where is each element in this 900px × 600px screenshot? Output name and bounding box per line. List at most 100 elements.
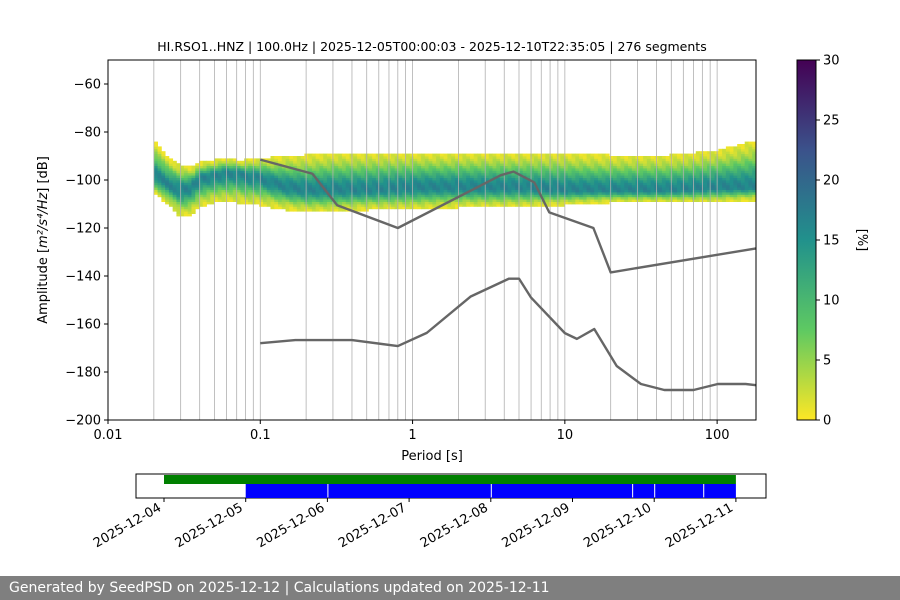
psd-heatmap-cell (552, 160, 557, 164)
psd-heatmap-cell (214, 165, 219, 169)
psd-heatmap-cell (511, 160, 516, 164)
psd-heatmap-cell (518, 194, 524, 198)
psd-heatmap-cell (469, 180, 475, 183)
psd-heatmap-cell (564, 182, 569, 186)
psd-heatmap-cell (507, 165, 512, 169)
psd-heatmap-cell (274, 158, 279, 162)
psd-heatmap-cell (191, 165, 196, 169)
psd-heatmap-cell (409, 201, 414, 205)
psd-heatmap-cell (357, 172, 362, 176)
psd-heatmap-cell (311, 168, 317, 171)
psd-heatmap-cell (180, 206, 185, 210)
psd-heatmap-cell (259, 163, 264, 166)
psd-heatmap-cell (567, 163, 572, 166)
y-tick-label: −100 (65, 174, 101, 189)
psd-heatmap-cell (199, 172, 204, 176)
psd-heatmap-cell (293, 172, 298, 176)
psd-heatmap-cell (402, 192, 407, 195)
psd-heatmap-cell (214, 196, 219, 200)
psd-heatmap-cell (357, 153, 362, 157)
psd-heatmap-cell (210, 180, 215, 183)
x-tick-label: 0.1 (250, 428, 271, 443)
psd-heatmap-cell (439, 180, 445, 183)
psd-heatmap-cell (183, 192, 189, 195)
psd-heatmap-cell (485, 189, 490, 193)
psd-heatmap-cell (259, 180, 264, 183)
psd-heatmap-cell (556, 196, 561, 200)
psd-heatmap-cell (594, 196, 599, 200)
psd-heatmap-cell (582, 182, 588, 186)
psd-heatmap-cell (733, 146, 738, 150)
psd-heatmap-cell (658, 180, 663, 183)
psd-heatmap-cell (244, 201, 249, 205)
psd-heatmap-cell (379, 158, 384, 162)
psd-heatmap-cell (266, 184, 271, 188)
psd-heatmap-cell (432, 156, 437, 159)
psd-heatmap-cell (225, 187, 230, 190)
psd-heatmap-cell (270, 196, 275, 200)
psd-heatmap-cell (477, 160, 482, 164)
psd-heatmap-cell (533, 204, 539, 207)
psd-heatmap-cell (266, 196, 271, 200)
psd-heatmap-cell (278, 196, 283, 200)
psd-heatmap-cell (278, 184, 283, 188)
psd-heatmap-cell (560, 153, 565, 157)
psd-heatmap-cell (605, 189, 610, 193)
psd-heatmap-cell (597, 201, 603, 205)
psd-heatmap-cell (232, 187, 238, 190)
psd-heatmap-cell (661, 165, 667, 169)
psd-heatmap-cell (601, 156, 606, 159)
psd-heatmap-cell (379, 196, 384, 200)
psd-heatmap-cell (368, 204, 373, 207)
psd-heatmap-cell (722, 180, 727, 183)
psd-heatmap-cell (567, 158, 572, 162)
psd-heatmap-cell (552, 192, 557, 195)
psd-heatmap-cell (462, 165, 467, 169)
psd-heatmap-cell (289, 168, 294, 171)
psd-heatmap-cell (199, 196, 204, 200)
psd-heatmap-cell (481, 192, 486, 195)
psd-heatmap-cell (413, 160, 418, 164)
psd-heatmap-cell (661, 189, 667, 193)
psd-heatmap-cell (740, 163, 746, 166)
psd-heatmap-cell (285, 158, 290, 162)
psd-heatmap-cell (394, 196, 399, 200)
psd-heatmap-cell (718, 172, 723, 176)
psd-heatmap-cell (597, 153, 603, 157)
psd-heatmap-cell (447, 158, 452, 162)
psd-heatmap-cell (232, 175, 238, 178)
psd-heatmap-cell (616, 172, 621, 176)
psd-heatmap-cell (733, 180, 738, 183)
psd-heatmap-cell (658, 163, 663, 166)
psd-heatmap-cell (311, 192, 317, 195)
psd-heatmap-cell (714, 153, 719, 157)
psd-heatmap-cell (289, 184, 294, 188)
psd-heatmap-cell (703, 192, 708, 195)
psd-heatmap-cell (206, 177, 211, 181)
psd-heatmap-cell (744, 172, 749, 176)
psd-heatmap-cell (458, 156, 463, 159)
psd-heatmap-cell (594, 175, 599, 178)
psd-heatmap-cell (556, 153, 561, 157)
psd-heatmap-cell (278, 192, 283, 195)
psd-heatmap-cell (552, 204, 557, 207)
psd-heatmap-cell (240, 189, 245, 193)
psd-heatmap-cell (722, 182, 727, 186)
psd-heatmap-cell (571, 165, 576, 169)
psd-heatmap-cell (740, 175, 746, 178)
psd-heatmap-cell (334, 180, 339, 183)
psd-heatmap-cell (624, 156, 629, 159)
psd-heatmap-cell (326, 168, 332, 171)
psd-heatmap-cell (379, 172, 384, 176)
psd-heatmap-cell (225, 177, 230, 181)
psd-heatmap-cell (323, 168, 328, 171)
psd-heatmap-cell (372, 158, 377, 162)
psd-heatmap-cell (289, 163, 294, 166)
psd-heatmap-cell (240, 196, 245, 200)
psd-heatmap-cell (424, 199, 429, 202)
timeline-date-label: 2025-12-08 (418, 500, 491, 551)
psd-heatmap-cell (729, 153, 734, 157)
psd-heatmap-cell (541, 172, 546, 176)
psd-heatmap-cell (488, 182, 493, 186)
psd-heatmap-cell (323, 153, 328, 157)
